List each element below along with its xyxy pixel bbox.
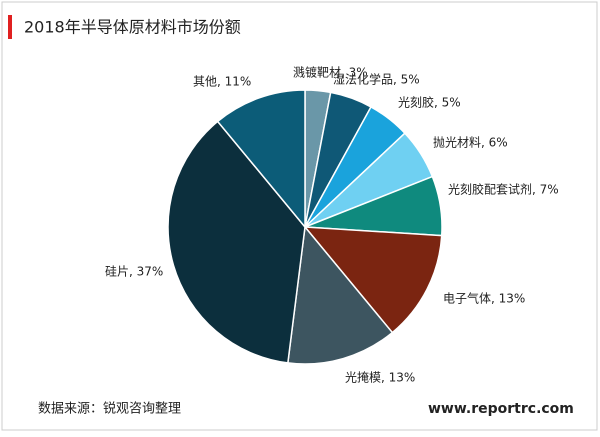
title-marker: [8, 15, 12, 39]
website: www.reportrc.com: [428, 401, 574, 417]
slice-label: 湿法化学品, 5%: [333, 72, 420, 87]
pie-slice: [286, 225, 394, 365]
slice-label: 抛光材料, 6%: [433, 135, 508, 150]
slice-label: 光刻胶配套试剂, 7%: [448, 182, 559, 197]
source: 数据来源：锐观咨询整理: [38, 402, 181, 417]
pie-slice: [167, 120, 306, 364]
slice-label: 其他, 11%: [193, 75, 251, 89]
chart-title: 2018年半导体原材料市场份额: [24, 18, 241, 37]
slice-label: 光刻胶, 5%: [398, 95, 461, 110]
slice-label: 溅镀靶材, 3%: [293, 65, 368, 80]
slice-label: 光掩模, 13%: [345, 371, 415, 385]
pie-slice: [216, 89, 306, 230]
pie-slice: [303, 226, 443, 334]
slice-label: 电子气体, 13%: [443, 291, 525, 306]
slice-label: 硅片, 37%: [105, 265, 163, 279]
